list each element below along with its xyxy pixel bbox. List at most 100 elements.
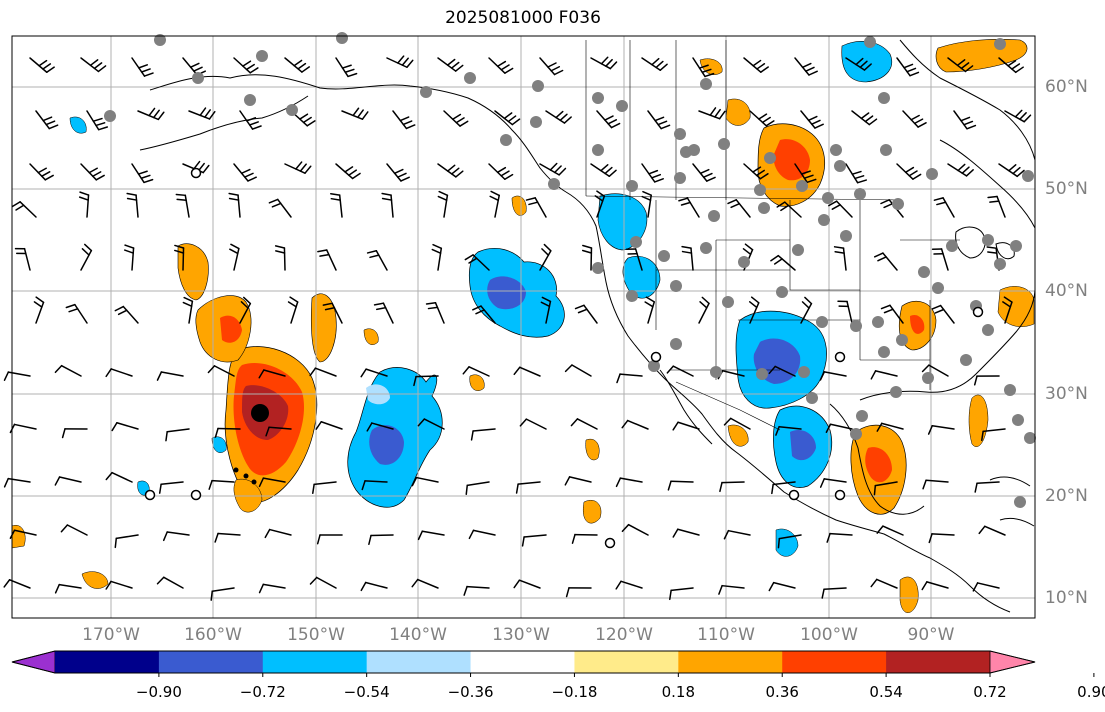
wind-barb — [214, 427, 241, 438]
wind-barb — [330, 192, 343, 218]
wind-barb — [165, 428, 190, 442]
lat-lon-grid — [12, 36, 1035, 618]
wind-barb — [381, 192, 394, 218]
wind-barb — [411, 578, 439, 589]
wind-barb — [565, 587, 592, 598]
station-dot — [626, 290, 638, 302]
wind-barb — [361, 480, 388, 491]
wind-barb — [825, 423, 853, 434]
wind-barb — [123, 244, 135, 271]
station-dot — [960, 354, 972, 366]
wind-barb — [105, 580, 133, 590]
station-dot — [700, 78, 712, 90]
wind-barb — [625, 248, 643, 271]
wind-barb — [80, 243, 93, 271]
calm-station-circle — [834, 351, 846, 363]
wind-barb — [718, 584, 745, 595]
wind-barb — [647, 110, 671, 130]
station-dot — [192, 72, 204, 84]
station-dot — [336, 32, 348, 44]
colorbar-level-label: 0.72 — [973, 683, 1007, 701]
station-dot — [806, 392, 818, 404]
longitude-label: 110°W — [697, 625, 755, 645]
station-dot — [1004, 384, 1016, 396]
wind-barb — [800, 296, 813, 324]
station-dot — [896, 334, 908, 346]
latitude-label: 40°N — [1045, 281, 1088, 301]
wind-barb — [489, 190, 500, 218]
wind-barb — [819, 478, 847, 488]
wind-barb — [413, 375, 439, 387]
wind-barb — [360, 581, 388, 592]
wind-barb — [233, 163, 257, 182]
wind-barb — [615, 477, 643, 488]
wind-barb — [998, 57, 1024, 74]
wind-barb — [54, 583, 82, 594]
wind-barb — [902, 110, 927, 128]
wind-barb — [443, 110, 469, 127]
wind-barb — [162, 531, 190, 542]
station-dot — [880, 144, 892, 156]
wind-barb — [210, 587, 235, 601]
wind-barb — [207, 365, 235, 377]
wind-barb — [672, 421, 700, 431]
station-dot — [592, 262, 604, 274]
wind-barb — [137, 107, 165, 121]
station-dot — [154, 34, 166, 46]
colorbar-extend-low — [11, 650, 56, 674]
wind-barb — [182, 296, 194, 324]
wind-barb — [931, 304, 955, 324]
wind-barb — [821, 587, 847, 599]
station-dot — [592, 92, 604, 104]
wind-barb — [928, 533, 955, 544]
station-dot — [256, 50, 268, 62]
wind-barb — [105, 471, 133, 483]
station-dot — [754, 184, 766, 196]
wind-barb — [258, 583, 286, 594]
wind-barb — [463, 585, 490, 596]
station-dot — [854, 188, 866, 200]
wind-barb — [284, 57, 311, 73]
wind-barb — [525, 197, 547, 218]
station-dot — [850, 428, 862, 440]
wind-barb — [540, 296, 552, 324]
colorbar-level-label: 0.54 — [869, 683, 903, 701]
wind-barb — [698, 296, 710, 324]
station-dot — [818, 214, 830, 226]
station-dot — [1014, 496, 1026, 508]
wind-barb — [669, 587, 694, 601]
wind-barb — [274, 245, 286, 271]
wind-barb — [465, 481, 490, 496]
station-dot — [798, 366, 810, 378]
station-dot — [872, 316, 884, 328]
calm-station-circle — [788, 489, 800, 501]
wind-barb — [309, 367, 337, 377]
station-dot — [834, 160, 846, 172]
wind-barb — [11, 201, 37, 218]
colorbar-level-label: 0.18 — [661, 683, 696, 701]
wind-barb — [208, 479, 235, 490]
wind-barb — [681, 245, 694, 271]
colorbar-segment — [55, 651, 160, 673]
colorbar-outline — [11, 650, 1036, 674]
latitude-label: 50°N — [1045, 179, 1088, 199]
map-border — [11, 35, 1036, 619]
station-dot — [674, 172, 686, 184]
wind-barb — [464, 254, 490, 271]
station-dot — [616, 100, 628, 112]
wind-barbs — [3, 55, 1032, 601]
wind-barb — [800, 110, 824, 129]
wind-barb — [1002, 296, 1013, 324]
wind-barb — [156, 371, 184, 381]
wind-barb — [819, 371, 847, 381]
map-title: 2025081000 F036 — [445, 8, 601, 28]
wind-barb — [794, 57, 818, 76]
wind-barb — [743, 57, 769, 73]
wind-barb — [239, 110, 262, 130]
wind-barb — [462, 366, 490, 377]
longitude-label: 120°W — [595, 625, 653, 645]
wind-barb — [214, 532, 241, 543]
wind-barb — [114, 305, 139, 324]
wind-barb — [174, 244, 185, 271]
station-dot — [1010, 240, 1022, 252]
